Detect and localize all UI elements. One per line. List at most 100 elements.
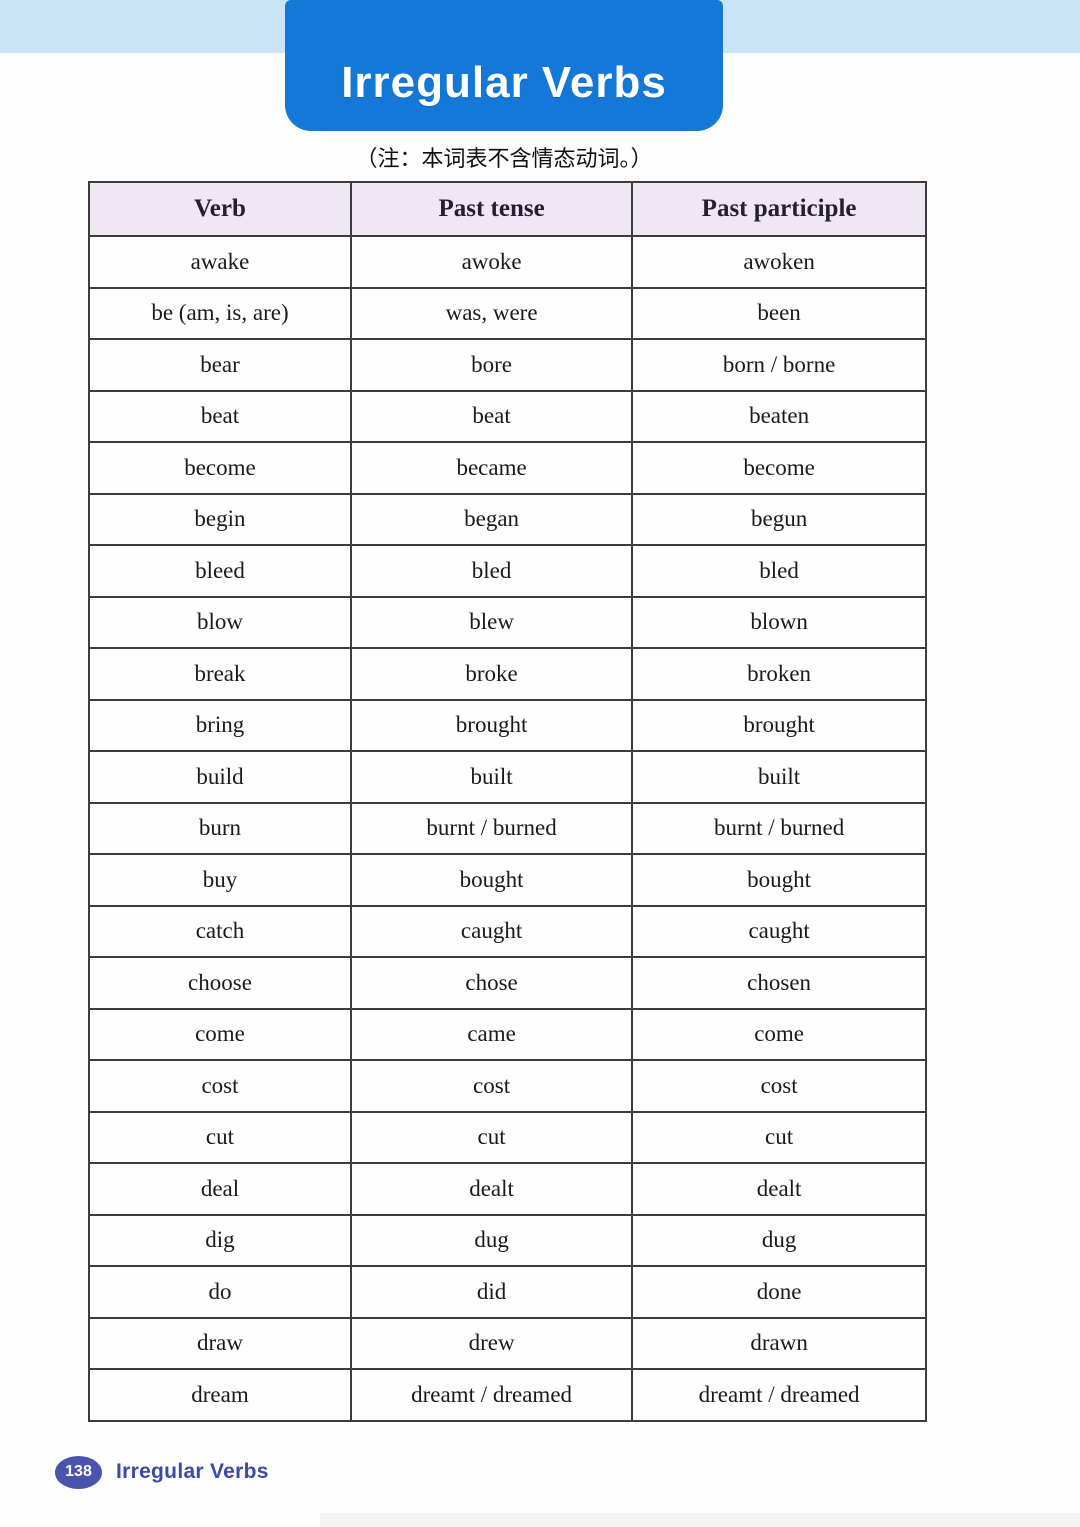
table-row: come came come <box>88 1007 927 1061</box>
table-row: awake awoke awoken <box>88 235 927 289</box>
verb-cell: beat <box>349 389 634 443</box>
table-row: draw drew drawn <box>88 1316 927 1370</box>
verb-cell: bought <box>349 853 634 907</box>
verb-cell: bought <box>631 853 927 907</box>
verb-cell: caught <box>349 904 634 958</box>
verb-cell: did <box>349 1265 634 1319</box>
verb-cell: burnt / burned <box>349 801 634 855</box>
verb-cell: become <box>631 441 927 495</box>
verb-cell: began <box>349 492 634 546</box>
verb-cell: dug <box>631 1213 927 1267</box>
verb-cell: built <box>349 750 634 804</box>
table-row: be (am, is, are) was, were been <box>88 286 927 340</box>
verb-cell: beat <box>88 389 352 443</box>
title-banner: Irregular Verbs <box>285 0 723 131</box>
verb-cell: dug <box>349 1213 634 1267</box>
verb-cell: dealt <box>631 1162 927 1216</box>
verb-cell: bled <box>349 544 634 598</box>
table-row: dream dreamt / dreamed dreamt / dreamed <box>88 1368 927 1422</box>
table-row: cost cost cost <box>88 1059 927 1113</box>
verb-cell: came <box>349 1007 634 1061</box>
verb-cell: cost <box>88 1059 352 1113</box>
table-row: build built built <box>88 750 927 804</box>
verb-cell: built <box>631 750 927 804</box>
verb-cell: dream <box>88 1368 352 1422</box>
verb-cell: dealt <box>349 1162 634 1216</box>
verb-cell: dreamt / dreamed <box>349 1368 634 1422</box>
verb-cell: come <box>631 1007 927 1061</box>
verb-cell: become <box>88 441 352 495</box>
verb-cell: brought <box>631 698 927 752</box>
table-row: bleed bled bled <box>88 544 927 598</box>
table-row: burn burnt / burned burnt / burned <box>88 801 927 855</box>
column-header-past-tense: Past tense <box>349 181 634 237</box>
verb-cell: broke <box>349 647 634 701</box>
verb-cell: do <box>88 1265 352 1319</box>
table-row: become became become <box>88 441 927 495</box>
table-row: break broke broken <box>88 647 927 701</box>
verb-cell: draw <box>88 1316 352 1370</box>
footer-section-title: Irregular Verbs <box>116 1460 269 1483</box>
table-row: deal dealt dealt <box>88 1162 927 1216</box>
verb-cell: awoken <box>631 235 927 289</box>
verb-cell: bring <box>88 698 352 752</box>
table-row: blow blew blown <box>88 595 927 649</box>
page-edge-shadow <box>320 1513 1080 1527</box>
page-title: Irregular Verbs <box>341 57 667 107</box>
verb-cell: burnt / burned <box>631 801 927 855</box>
verb-cell: deal <box>88 1162 352 1216</box>
verb-cell: bore <box>349 338 634 392</box>
verb-cell: done <box>631 1265 927 1319</box>
verb-cell: cost <box>631 1059 927 1113</box>
verb-cell: chose <box>349 956 634 1010</box>
column-header-verb: Verb <box>88 181 352 237</box>
verb-cell: became <box>349 441 634 495</box>
verb-cell: beaten <box>631 389 927 443</box>
note-text: （注：本词表不含情态动词。） <box>355 146 653 171</box>
verb-cell: broken <box>631 647 927 701</box>
verb-cell: begun <box>631 492 927 546</box>
verb-cell: bear <box>88 338 352 392</box>
verb-cell: drew <box>349 1316 634 1370</box>
verb-cell: break <box>88 647 352 701</box>
table-row: dig dug dug <box>88 1213 927 1267</box>
table-row: choose chose chosen <box>88 956 927 1010</box>
verb-cell: buy <box>88 853 352 907</box>
verb-cell: bled <box>631 544 927 598</box>
verb-cell: chosen <box>631 956 927 1010</box>
verb-cell: blown <box>631 595 927 649</box>
verb-cell: born / borne <box>631 338 927 392</box>
verb-cell: cut <box>631 1110 927 1164</box>
table-row: beat beat beaten <box>88 389 927 443</box>
verb-cell: choose <box>88 956 352 1010</box>
verb-table-body: awake awoke awoken be (am, is, are) was, wer… <box>88 235 927 1422</box>
table-row: catch caught caught <box>88 904 927 958</box>
table-header: Verb Past tense Past participle <box>88 181 927 237</box>
page-number-badge: 138 <box>55 1455 102 1489</box>
verb-cell: caught <box>631 904 927 958</box>
table-header-row: Verb Past tense Past participle <box>88 181 927 237</box>
verb-cell: build <box>88 750 352 804</box>
table-row: cut cut cut <box>88 1110 927 1164</box>
column-header-past-participle: Past participle <box>631 181 927 237</box>
verb-cell: cut <box>88 1110 352 1164</box>
table-row: bring brought brought <box>88 698 927 752</box>
verb-cell: been <box>631 286 927 340</box>
verb-cell: awake <box>88 235 352 289</box>
verb-cell: begin <box>88 492 352 546</box>
irregular-verbs-table-container: Verb Past tense Past participle awake awo… <box>88 181 927 1422</box>
verb-cell: drawn <box>631 1316 927 1370</box>
verb-cell: dreamt / dreamed <box>631 1368 927 1422</box>
table-row: buy bought bought <box>88 853 927 907</box>
table-row: bear bore born / borne <box>88 338 927 392</box>
verb-cell: be (am, is, are) <box>88 286 352 340</box>
table-row: begin began begun <box>88 492 927 546</box>
irregular-verbs-table: Verb Past tense Past participle awake awo… <box>88 181 927 1422</box>
verb-cell: burn <box>88 801 352 855</box>
verb-cell: catch <box>88 904 352 958</box>
verb-cell: blow <box>88 595 352 649</box>
verb-cell: cost <box>349 1059 634 1113</box>
verb-cell: awoke <box>349 235 634 289</box>
verb-cell: blew <box>349 595 634 649</box>
verb-cell: bleed <box>88 544 352 598</box>
